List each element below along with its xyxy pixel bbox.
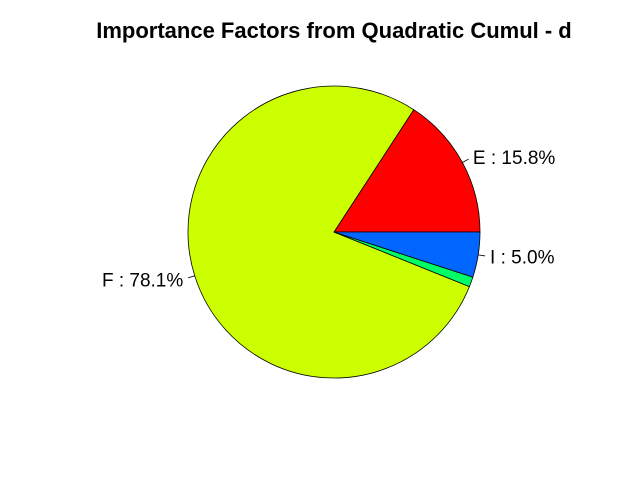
pie-slice-label-3: I : 5.0% <box>490 248 555 269</box>
chart-title: Importance Factors from Quadratic Cumul … <box>96 18 572 43</box>
pie-slice-label-1: F : 78.1% <box>102 270 183 291</box>
pie-label-leader-0 <box>462 158 469 163</box>
pie-slice-3 <box>333 231 481 278</box>
pie-slices <box>187 85 481 379</box>
pie-slice-label-0: E : 15.8% <box>473 148 555 169</box>
pie-label-leader-3 <box>478 254 486 257</box>
pie-label-leader-1 <box>187 275 195 279</box>
pie-labels: E : 15.8% F : 78.1% I : 5.0% <box>102 148 555 292</box>
pie-slice-0 <box>333 109 481 233</box>
